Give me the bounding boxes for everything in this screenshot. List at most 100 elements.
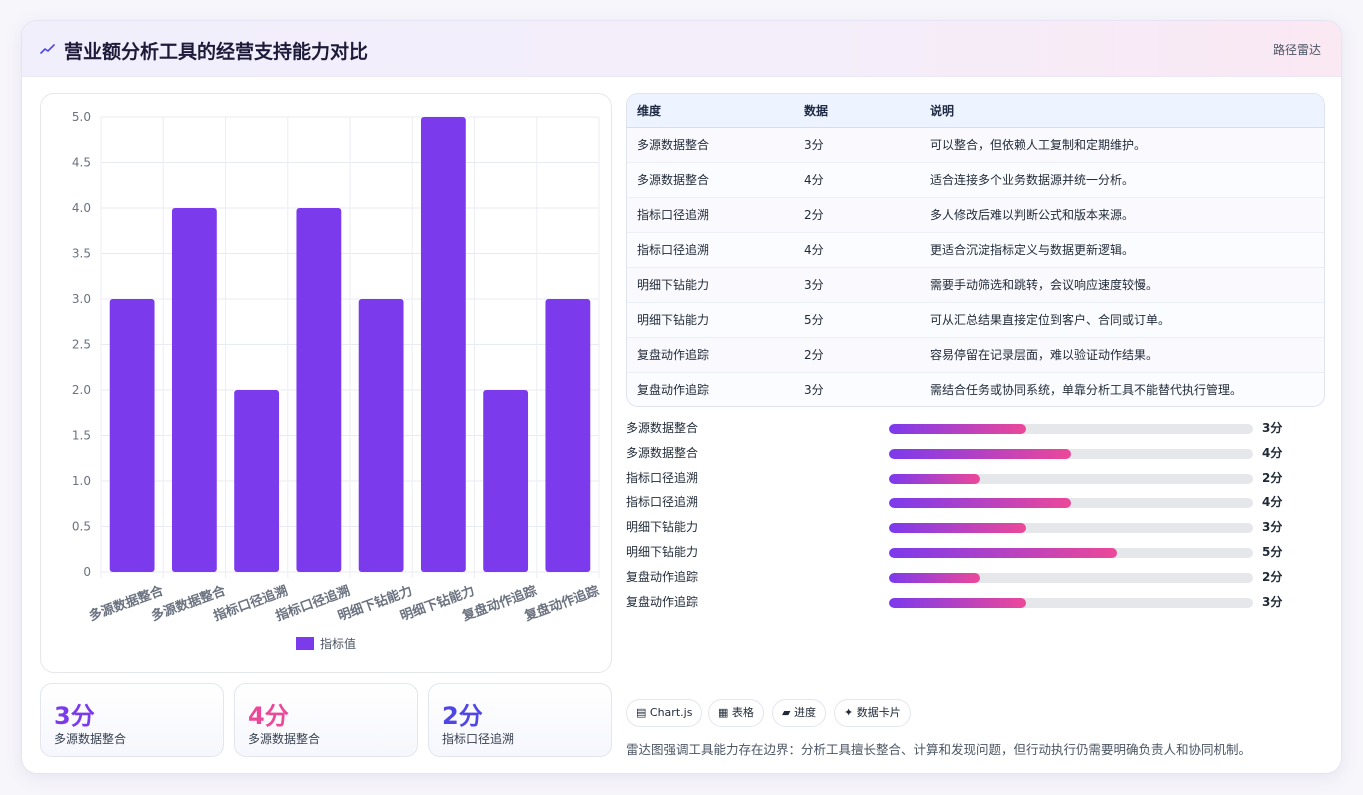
y-tick-label: 2.0 — [72, 383, 91, 397]
progress-track — [889, 523, 1253, 534]
table-cell: 复盘动作追踪 — [637, 383, 710, 398]
table-cell: 适合连接多个业务数据源并统一分析。 — [930, 173, 1135, 187]
progress-fill — [889, 473, 980, 484]
progress-track — [889, 473, 1253, 484]
progress-track — [889, 448, 1253, 459]
table-header-cell: 说明 — [920, 94, 1324, 128]
table-icon: ▦ — [718, 706, 729, 719]
kpi-label: 多源数据整合 — [248, 732, 321, 746]
y-tick-label: 0 — [83, 565, 91, 579]
progress-label: 指标口径追溯 — [626, 495, 699, 510]
table-cell: 4分 — [804, 243, 824, 257]
page-title: 营业额分析工具的经营支持能力对比 — [64, 41, 369, 63]
progress-track — [889, 547, 1253, 558]
progress-track — [889, 597, 1253, 608]
table-row: 多源数据整合 4分 适合连接多个业务数据源并统一分析。 — [627, 162, 1324, 197]
bar-chart-panel: 0 0.5 1.0 1.5 2.0 2.5 3.0 3.5 4.0 4.5 5.0 多源数据整合 多源数… — [40, 93, 612, 673]
header-tag: 路径雷达 — [1272, 43, 1321, 57]
progress-value: 4分 — [1262, 445, 1283, 460]
progress-row: 复盘动作追踪 3分 — [626, 591, 1326, 616]
table-row: 多源数据整合 3分 可以整合，但依赖人工复制和定期维护。 — [627, 127, 1324, 162]
chip-chartjs[interactable]: ▤ Chart.js — [626, 699, 703, 727]
chip-label: 表格 — [731, 706, 754, 719]
progress-value: 3分 — [1262, 421, 1283, 435]
bar-3 — [234, 390, 280, 572]
data-table: 维度 数据 说明 多源数据整合 3分 可以整合，但依赖人工复制和定期维护。 多源数据整… — [627, 94, 1324, 406]
y-tick-label: 1.0 — [72, 474, 91, 488]
sparkle-icon: ✦ — [844, 706, 854, 719]
progress-value: 2分 — [1262, 569, 1283, 584]
chip-table[interactable]: ▦ 表格 — [708, 699, 764, 727]
table-cell: 4分 — [804, 173, 824, 187]
chip-progress[interactable]: ▰ 进度 — [772, 699, 826, 727]
chart-icon: ▤ — [636, 706, 647, 719]
progress-label: 指标口径追溯 — [626, 470, 699, 485]
progress-value: 5分 — [1262, 544, 1283, 559]
kpi-label: 指标口径追溯 — [442, 732, 515, 746]
y-tick-label: 1.5 — [72, 429, 91, 443]
y-tick-label: 2.5 — [72, 338, 91, 352]
table-header-cell: 数据 — [794, 94, 920, 128]
table-cell: 指标口径追溯 — [637, 208, 710, 222]
table-cell: 2分 — [804, 208, 824, 222]
table-cell: 需结合任务或协同系统，单靠分析工具不能替代执行管理。 — [930, 383, 1243, 398]
main-card: 营业额分析工具的经营支持能力对比 路径雷达 0 0.5 1.0 1.5 2.0 2.5 3.… — [21, 20, 1342, 774]
sparkline-icon — [40, 44, 55, 54]
y-tick-label: 3.0 — [72, 292, 91, 306]
bar-chart: 00.51.01.52.02.53.03.54.04.55.0多源数据整合多源数… — [72, 110, 601, 651]
bar-4 — [296, 208, 342, 572]
kpi-card-3: 2分 指标口径追溯 — [428, 683, 612, 757]
table-row: 指标口径追溯 4分 更适合沉淀指标定义与数据更新逻辑。 — [627, 232, 1324, 267]
chip-data-card[interactable]: ✦ 数据卡片 — [834, 699, 911, 727]
progress-row: 指标口径追溯 2分 — [626, 467, 1326, 492]
bar-7 — [483, 390, 529, 572]
progress-label: 明细下钻能力 — [626, 544, 699, 559]
table-cell: 可以整合，但依赖人工复制和定期维护。 — [930, 138, 1147, 152]
progress-row: 复盘动作追踪 2分 — [626, 566, 1326, 591]
y-tick-label: 3.5 — [72, 247, 91, 261]
chip-label: 数据卡片 — [856, 706, 901, 719]
legend-label: 指标值 — [320, 636, 356, 651]
progress-row: 多源数据整合 3分 — [626, 417, 1326, 442]
y-tick-label: 0.5 — [72, 520, 91, 534]
table-cell: 多源数据整合 — [637, 173, 710, 187]
progress-value: 2分 — [1262, 470, 1283, 485]
table-row: 指标口径追溯 2分 多人修改后难以判断公式和版本来源。 — [627, 197, 1324, 232]
bar-6 — [420, 117, 466, 572]
table-cell: 指标口径追溯 — [637, 243, 710, 257]
kpi-value: 3分 — [54, 702, 95, 730]
progress-label: 复盘动作追踪 — [626, 594, 699, 609]
kpi-value: 2分 — [442, 702, 483, 730]
y-tick-label: 4.0 — [72, 201, 91, 215]
progress-label: 多源数据整合 — [626, 445, 699, 460]
progress-fill — [889, 498, 1071, 509]
chip-label: 进度 — [793, 706, 816, 719]
table-cell: 需要手动筛选和跳转，会议响应速度较慢。 — [930, 278, 1159, 292]
progress-track — [889, 498, 1253, 509]
table-row: 复盘动作追踪 2分 容易停留在记录层面，难以验证动作结果。 — [627, 337, 1324, 372]
bar-2 — [171, 208, 217, 572]
progress-fill — [889, 547, 1117, 558]
bar-5 — [358, 299, 404, 572]
progress-fill — [889, 448, 1071, 459]
progress-value: 3分 — [1262, 594, 1283, 609]
progress-row: 明细下钻能力 3分 — [626, 516, 1326, 541]
progress-row: 明细下钻能力 5分 — [626, 541, 1326, 566]
table-cell: 多源数据整合 — [637, 138, 710, 152]
table-cell: 2分 — [804, 348, 824, 362]
kpi-value: 4分 — [248, 702, 289, 730]
kpi-label: 多源数据整合 — [54, 732, 127, 746]
progress-row: 指标口径追溯 4分 — [626, 491, 1326, 516]
bar-8 — [545, 299, 591, 572]
legend-swatch — [296, 637, 314, 650]
progress-fill — [889, 572, 980, 583]
kpi-card-1: 3分 多源数据整合 — [40, 683, 224, 757]
progress-label: 多源数据整合 — [626, 421, 699, 435]
table-header-row: 维度 数据 说明 — [627, 94, 1324, 128]
progress-fill — [889, 597, 1026, 608]
table-cell: 3分 — [804, 278, 824, 292]
header-bar: 营业额分析工具的经营支持能力对比 路径雷达 — [22, 21, 1341, 77]
table-cell: 复盘动作追踪 — [637, 348, 710, 362]
progress-fill — [889, 523, 1026, 534]
table-row: 明细下钻能力 5分 可从汇总结果直接定位到客户、合同或订单。 — [627, 302, 1324, 337]
